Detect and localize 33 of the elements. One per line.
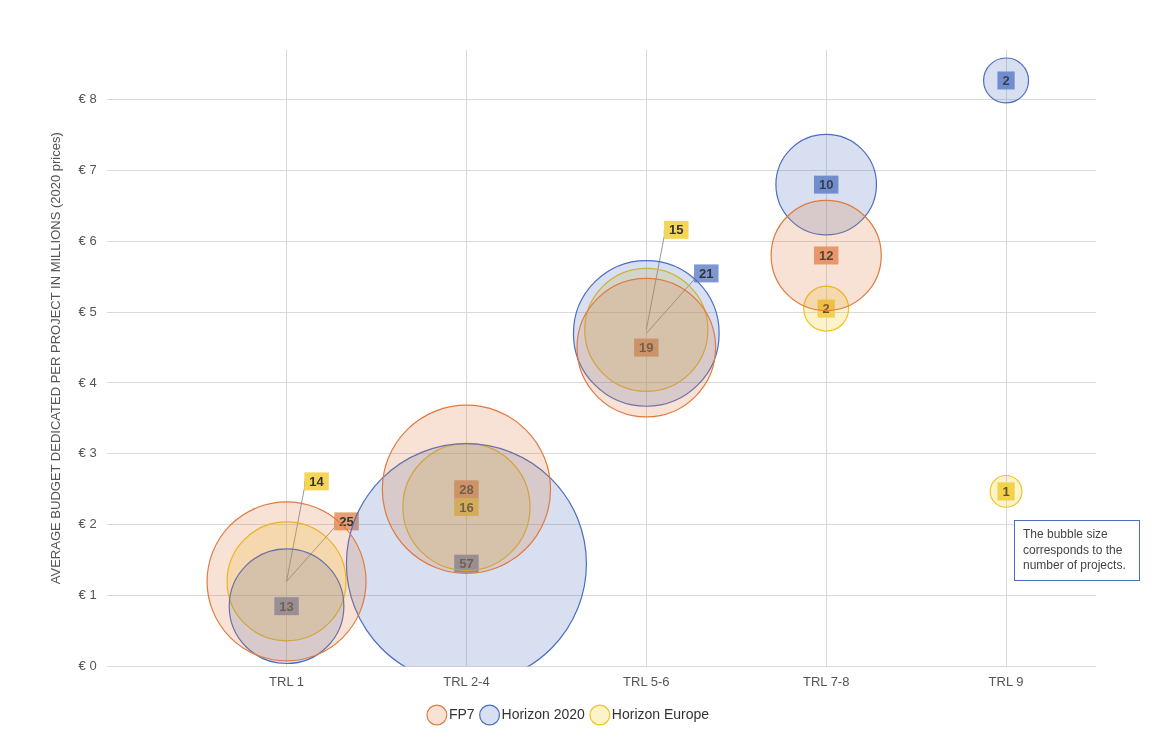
annotation: 19 [639, 340, 654, 356]
x-tick-label: TRL 2-4 [443, 673, 490, 689]
legend-label: Horizon Europe [611, 705, 710, 722]
x-tick-label: TRL 1 [269, 673, 305, 689]
annotation: 14 [309, 473, 325, 489]
legend-label: Horizon 2020 [501, 705, 586, 722]
annotation: 12 [818, 248, 834, 264]
y-tick-label: € 3 [78, 445, 97, 461]
annotation: 2 [822, 301, 830, 317]
annotation: 16 [459, 499, 474, 515]
annotation: The bubble size corresponds to the number of projects. [1014, 520, 1140, 581]
annotation: 25 [339, 513, 354, 529]
y-tick-label: € 1 [78, 587, 97, 603]
annotation: 13 [279, 598, 294, 614]
annotation: 15 [669, 222, 684, 238]
annotation: 2 [1002, 73, 1010, 89]
annotation: 57 [459, 556, 474, 572]
x-tick-label: TRL 5-6 [623, 673, 670, 689]
y-tick-label: € 8 [78, 91, 97, 107]
annotation: 10 [818, 177, 834, 193]
legend-label: FP7 [448, 705, 475, 722]
y-tick-label: € 4 [78, 374, 97, 390]
y-tick-label: € 5 [78, 303, 97, 319]
annotation: 1 [1002, 483, 1010, 499]
y-tick-label: € 6 [78, 232, 97, 248]
y-tick-label: € 0 [78, 657, 97, 673]
y-tick-label: € 7 [78, 162, 97, 178]
annotation: 28 [459, 481, 474, 497]
y-axis-title: AVERAGE BUDGET DEDICATED PER PROJECT IN MILLIONS (2020 prices) [48, 132, 64, 585]
x-tick-label: TRL 9 [988, 673, 1024, 689]
x-tick-label: TRL 7-8 [802, 673, 850, 689]
y-tick-label: € 2 [78, 516, 97, 532]
annotation: 21 [699, 265, 714, 281]
